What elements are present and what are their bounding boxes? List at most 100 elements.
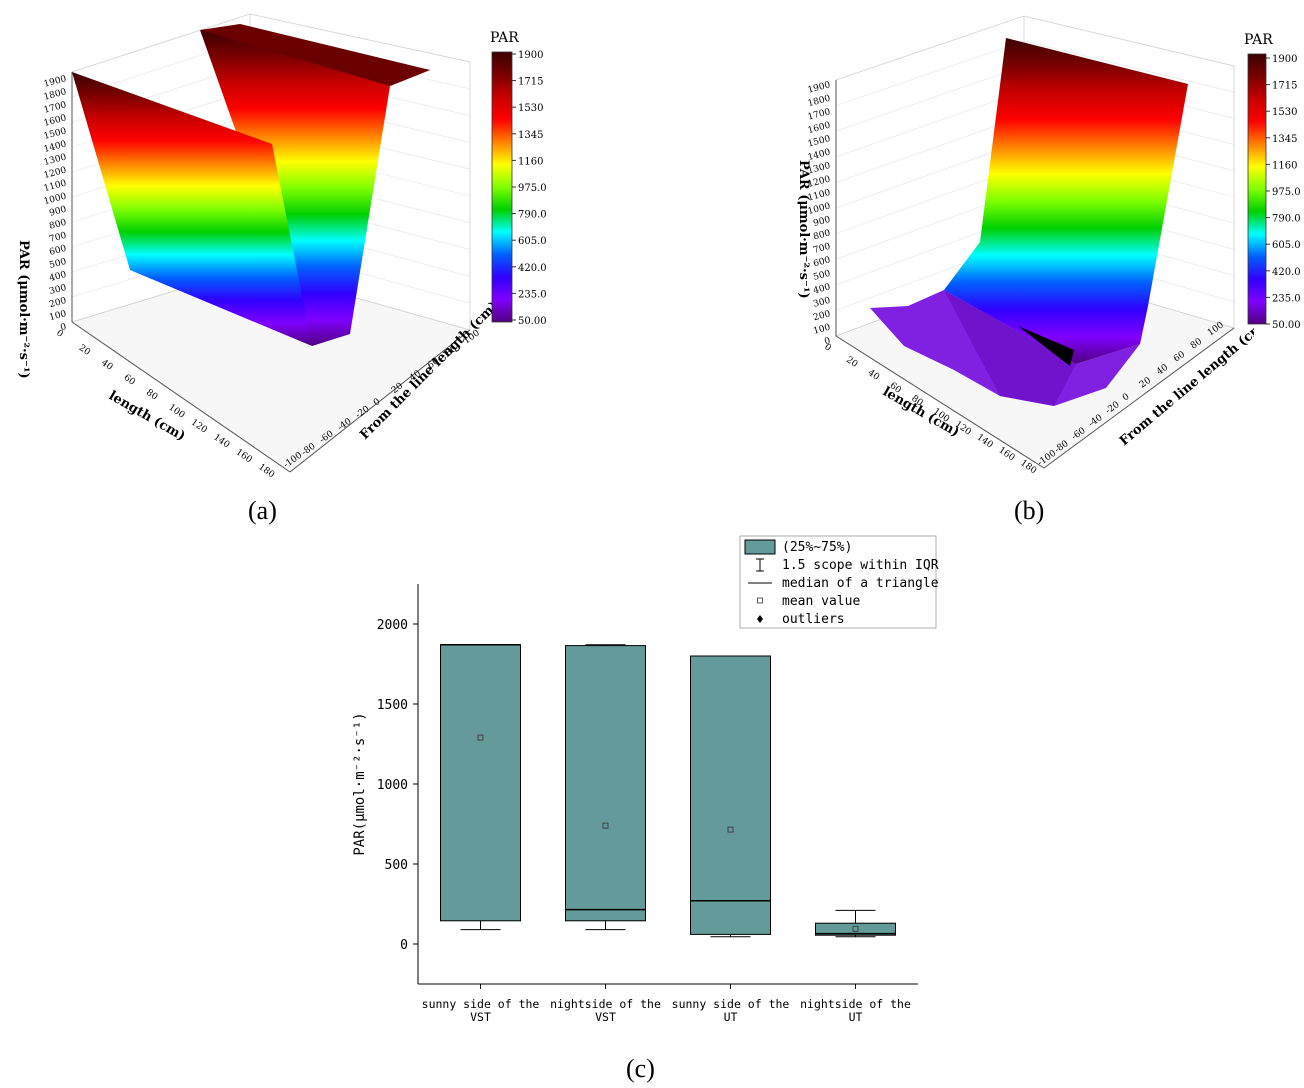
z-tick: 200: [812, 309, 831, 323]
colorbar-tick: 1345: [518, 130, 543, 141]
surface-wall: [944, 38, 1188, 364]
z-axis-label: PAR (μmol·m⁻²·s⁻¹): [16, 240, 31, 379]
colorbar-tick: 50.00: [518, 316, 547, 327]
z-tick: 400: [48, 270, 67, 284]
colorbar-tick: 235.0: [518, 289, 547, 300]
colorbar-tick: 1900: [1272, 54, 1297, 65]
colorbar-tick: 975.0: [1272, 187, 1301, 198]
z-tick: 100: [812, 323, 831, 337]
legend-item: 1.5 scope within IQR: [782, 558, 939, 573]
x-tick-label: sunny side of the: [422, 997, 540, 1011]
colorbar-a: PAR 1900 1715 1530 1345 1160 975.0 790.0 605.0 4…: [490, 30, 547, 327]
colorbar-tick: 1345: [1272, 134, 1297, 145]
x-tick: 80: [144, 388, 159, 403]
z-tick: 0: [59, 322, 67, 333]
surface-left-slab: [72, 72, 312, 346]
y-tick-label: 1500: [377, 698, 408, 713]
box-iqr: [440, 644, 521, 922]
x-tick-label: UT: [724, 1010, 738, 1024]
box-1: [440, 644, 521, 931]
legend-item: median of a triangle: [782, 576, 939, 591]
mean-marker: [852, 925, 859, 932]
z-axis-label: PAR (μmol·m⁻²·s⁻¹): [796, 160, 811, 299]
z-tick: 600: [812, 255, 831, 269]
colorbar-tick: 1530: [518, 103, 543, 114]
mean-marker: [602, 822, 609, 829]
z-tick: 800: [812, 228, 831, 242]
surface-right-slab: [200, 30, 430, 346]
colorbar-b: PAR 1900 1715 1530 1345 1160 975.0 790.0 605.0 4…: [1244, 32, 1301, 331]
box-3: [690, 655, 771, 938]
z-tick: 700: [48, 231, 67, 245]
colorbar-tick: 420.0: [1272, 267, 1301, 278]
y-axis-label: PAR(μmol·m⁻²·s⁻¹): [352, 712, 368, 855]
x-tick: 140: [211, 432, 231, 450]
colorbar-tick: 975.0: [518, 183, 547, 194]
z-tick: 600: [48, 244, 67, 258]
x-tick: 100: [167, 403, 187, 421]
y-tick: 0: [1121, 392, 1132, 404]
surface-defect: [1018, 326, 1074, 366]
colorbar-tick: 605.0: [518, 236, 547, 247]
box-plot: 0 500 1000 1500 2000 PAR(μmol·m⁻²·s⁻¹) sunny s…: [352, 535, 939, 1024]
colorbar-tick: 1160: [518, 156, 543, 167]
x-tick: 40: [866, 368, 881, 383]
y-tick-label: 2000: [377, 618, 408, 633]
x-tick: 160: [234, 447, 254, 465]
colorbar-title: PAR: [490, 30, 519, 46]
z-tick: 900: [812, 215, 831, 229]
z-tick: 0: [823, 336, 831, 347]
box-iqr: [815, 922, 896, 936]
legend: (25%~75%) 1.5 scope within IQR median of a…: [739, 535, 939, 629]
z-tick: 900: [48, 205, 67, 219]
x-tick: 20: [844, 355, 859, 370]
x-tick: 60: [122, 373, 137, 388]
panel-label-c: (c): [626, 1054, 655, 1083]
x-tick-label: UT: [849, 1010, 863, 1024]
y-tick-label: 1000: [377, 778, 408, 793]
x-tick-label: VST: [595, 1010, 616, 1024]
x-tick: 120: [189, 418, 209, 436]
surface-plot-a: 0100200300400500600700800900100011001200…: [16, 13, 501, 480]
box-iqr: [565, 645, 646, 922]
legend-item: outliers: [782, 612, 845, 627]
colorbar-tick: 235.0: [1272, 293, 1301, 304]
colorbar-tick: 1530: [1272, 107, 1297, 118]
legend-item: (25%~75%): [782, 540, 852, 555]
svg-text:PAR: PAR: [1244, 32, 1273, 48]
x-tick: 40: [99, 358, 114, 373]
legend-item: mean value: [782, 594, 860, 609]
colorbar-tick: 1160: [1272, 160, 1297, 171]
z-tick: 300: [48, 283, 67, 297]
z-tick: 300: [812, 296, 831, 310]
mean-marker: [477, 734, 484, 741]
box-iqr: [690, 655, 771, 935]
colorbar-tick: 1900: [518, 50, 543, 61]
z-tick: 700: [812, 242, 831, 256]
box-2: [565, 644, 646, 931]
mean-marker: [727, 826, 734, 833]
z-tick-labels: 0100200300400500600700800900100011001200…: [43, 74, 68, 333]
z-tick: 800: [48, 218, 67, 232]
colorbar-tick: 605.0: [1272, 240, 1301, 251]
z-tick: 200: [48, 296, 67, 310]
x-tick-label: nightside of the: [550, 997, 661, 1011]
x-tick: 180: [256, 462, 276, 480]
x-tick-label: VST: [470, 1010, 491, 1024]
colorbar-tick: 50.00: [1272, 320, 1301, 331]
x-tick-label: nightside of the: [800, 997, 911, 1011]
x-tick: 0: [822, 342, 833, 354]
z-tick: 100: [48, 309, 67, 323]
x-tick: 0: [54, 328, 65, 340]
colorbar-tick: 1715: [1272, 81, 1297, 92]
y-tick-label: 0: [400, 938, 408, 953]
z-tick: 500: [48, 257, 67, 271]
y-tick: 0: [372, 397, 383, 409]
z-tick: 400: [812, 282, 831, 296]
colorbar-tick: 790.0: [1272, 214, 1301, 225]
z-tick: 500: [812, 269, 831, 283]
panel-label-b: (b): [1014, 496, 1045, 525]
panel-label-a: (a): [248, 496, 277, 525]
surface-plot-b: 0100200300400500600700800900100011001200…: [796, 15, 1254, 476]
box-4: [815, 909, 896, 938]
